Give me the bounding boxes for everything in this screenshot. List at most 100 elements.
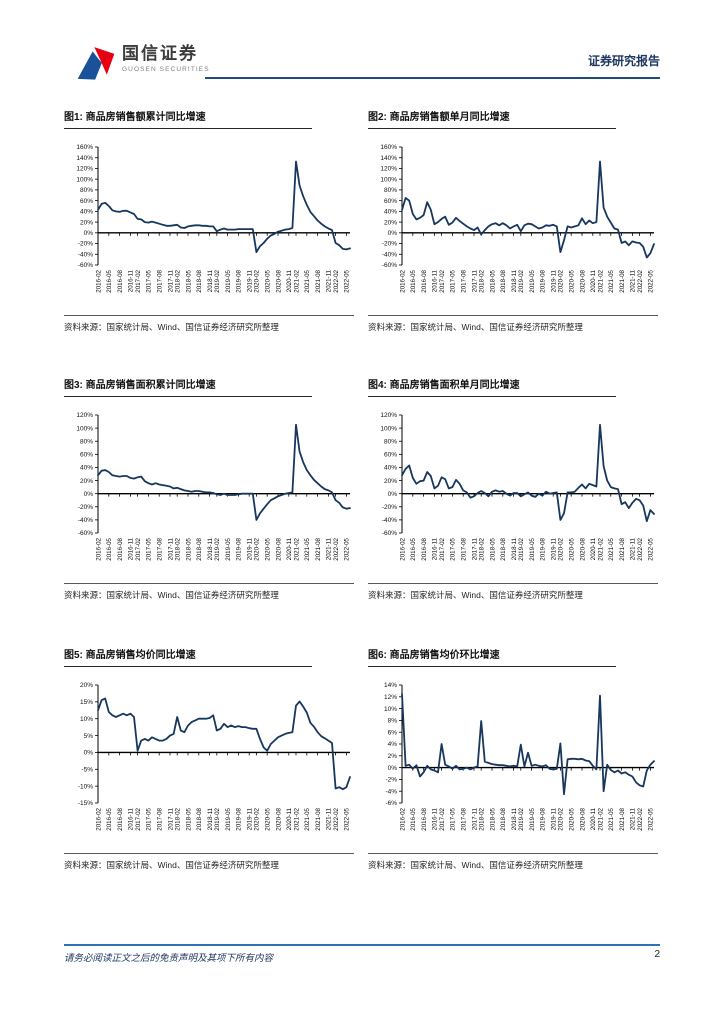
svg-text:2018-11: 2018-11 [207,807,214,830]
svg-text:2021-11: 2021-11 [326,269,333,292]
svg-text:2020-08: 2020-08 [579,269,586,292]
svg-text:2018-08: 2018-08 [196,537,203,560]
svg-text:-60%: -60% [382,530,397,537]
svg-text:0%: 0% [84,750,94,757]
svg-text:2022-05: 2022-05 [344,269,351,292]
svg-text:2021-05: 2021-05 [608,807,615,830]
svg-text:2016-02: 2016-02 [399,269,406,292]
svg-text:2019-11: 2019-11 [247,537,254,560]
svg-text:2017-02: 2017-02 [439,269,446,292]
svg-text:-60%: -60% [78,530,93,537]
svg-text:140%: 140% [380,155,397,162]
svg-text:2022-02: 2022-02 [637,537,644,560]
svg-text:-20%: -20% [78,241,93,248]
svg-text:2016-05: 2016-05 [106,269,113,292]
svg-text:2018-08: 2018-08 [500,537,507,560]
svg-text:2017-08: 2017-08 [157,537,164,560]
svg-text:2016-11: 2016-11 [432,269,439,292]
svg-text:2016-11: 2016-11 [432,537,439,560]
svg-text:2016-11: 2016-11 [128,807,135,830]
svg-text:2021-11: 2021-11 [630,807,637,830]
chart-sales-area-cumulative-yoy: 120%100%80%60%40%20%0%-20%-40%-60%2016-0… [76,412,351,561]
svg-text:2017-02: 2017-02 [135,537,142,560]
svg-text:2021-02: 2021-02 [597,269,604,292]
svg-text:2020-11: 2020-11 [286,269,293,292]
svg-text:2020-11: 2020-11 [286,537,293,560]
svg-text:2018-02: 2018-02 [479,537,486,560]
figure-2-title: 图2: 商品房销售额单月同比增速 [368,112,616,129]
svg-text:-4%: -4% [385,788,397,795]
brand-name-en: GUOSEN SECURITIES [122,66,210,73]
svg-text:2021-02: 2021-02 [597,807,604,830]
svg-text:2022-02: 2022-02 [333,807,340,830]
svg-text:2018-11: 2018-11 [207,537,214,560]
svg-text:2019-02: 2019-02 [214,269,221,292]
svg-text:2020-11: 2020-11 [590,807,597,830]
svg-text:2020-02: 2020-02 [254,807,261,830]
svg-text:2017-11: 2017-11 [471,269,478,292]
svg-text:120%: 120% [76,166,93,173]
svg-text:2020-05: 2020-05 [265,807,272,830]
svg-text:2018-02: 2018-02 [175,807,182,830]
figure-6-source: 资料来源：国家统计局、Wind、国信证券经济研究所整理 [368,853,658,871]
svg-text:0%: 0% [388,491,398,498]
svg-text:-2%: -2% [385,777,397,784]
svg-text:2018-05: 2018-05 [185,269,192,292]
svg-text:2022-02: 2022-02 [333,537,340,560]
svg-text:-40%: -40% [78,517,93,524]
svg-text:2017-05: 2017-05 [450,269,457,292]
svg-text:-5%: -5% [81,766,93,773]
svg-text:2016-05: 2016-05 [106,807,113,830]
svg-text:2016-05: 2016-05 [410,269,417,292]
svg-text:2021-08: 2021-08 [315,269,322,292]
figure-1-title: 图1: 商品房销售额累计同比增速 [64,112,312,129]
svg-text:2017-05: 2017-05 [146,537,153,560]
svg-text:2019-08: 2019-08 [236,269,243,292]
svg-text:2022-02: 2022-02 [637,807,644,830]
svg-text:2018-11: 2018-11 [207,269,214,292]
svg-text:2019-05: 2019-05 [529,537,536,560]
svg-text:2021-08: 2021-08 [619,269,626,292]
svg-text:2022-05: 2022-05 [648,537,655,560]
svg-text:10%: 10% [80,716,93,723]
svg-text:2021-02: 2021-02 [293,807,300,830]
svg-text:2022-05: 2022-05 [344,537,351,560]
svg-text:2017-02: 2017-02 [135,807,142,830]
svg-text:2016-11: 2016-11 [128,269,135,292]
svg-text:2022-02: 2022-02 [637,269,644,292]
svg-text:2019-11: 2019-11 [551,269,558,292]
svg-text:2017-02: 2017-02 [439,537,446,560]
svg-text:2019-05: 2019-05 [225,537,232,560]
svg-text:2016-02: 2016-02 [95,537,102,560]
svg-text:-60%: -60% [382,262,397,269]
svg-text:160%: 160% [76,144,93,151]
svg-text:2020-05: 2020-05 [569,269,576,292]
svg-text:2018-11: 2018-11 [511,807,518,830]
svg-text:-40%: -40% [78,251,93,258]
svg-text:2019-02: 2019-02 [518,537,525,560]
svg-text:2021-08: 2021-08 [315,537,322,560]
svg-text:2021-02: 2021-02 [293,269,300,292]
svg-text:2018-08: 2018-08 [500,807,507,830]
svg-text:10%: 10% [384,706,397,713]
svg-text:2016-02: 2016-02 [95,269,102,292]
svg-text:6%: 6% [388,729,398,736]
figure-2: 图2: 商品房销售额单月同比增速 160% 140% 120% 100% 80% 60% 4… [368,112,660,333]
svg-text:2020-08: 2020-08 [275,537,282,560]
svg-text:2020-08: 2020-08 [275,269,282,292]
svg-text:2022-02: 2022-02 [333,269,340,292]
figure-1-source: 资料来源：国家统计局、Wind、国信证券经济研究所整理 [64,315,354,333]
svg-text:2017-05: 2017-05 [450,807,457,830]
svg-text:2016-05: 2016-05 [410,537,417,560]
svg-text:2020-02: 2020-02 [558,537,565,560]
svg-text:2016-05: 2016-05 [106,537,113,560]
svg-text:2019-05: 2019-05 [225,807,232,830]
svg-text:60%: 60% [80,452,93,459]
svg-text:40%: 40% [80,465,93,472]
figure-5-source: 资料来源：国家统计局、Wind、国信证券经济研究所整理 [64,853,354,871]
svg-text:2020-08: 2020-08 [275,807,282,830]
svg-text:2017-11: 2017-11 [167,537,174,560]
svg-text:2019-11: 2019-11 [551,537,558,560]
svg-text:2020-05: 2020-05 [569,807,576,830]
